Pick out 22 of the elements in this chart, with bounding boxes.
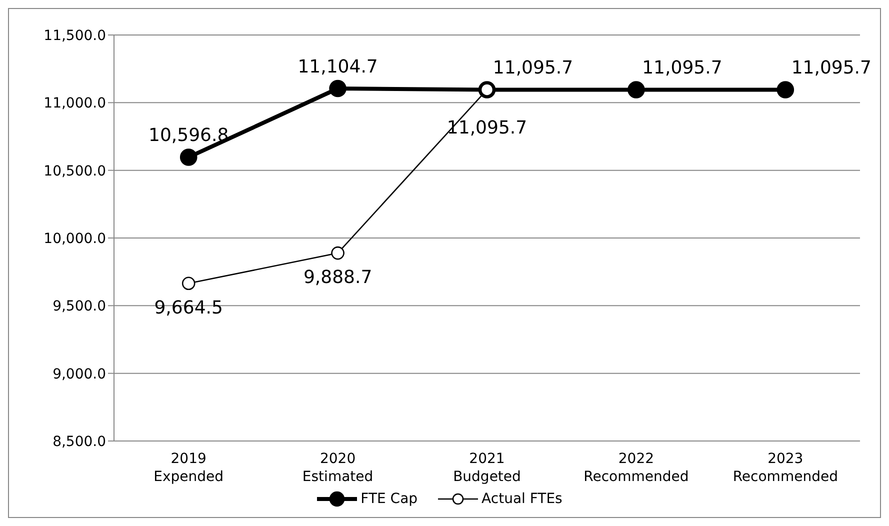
y-tick-label: 11,500.0: [44, 28, 106, 44]
data-label: 9,664.5: [154, 297, 223, 318]
data-label: 9,888.7: [303, 267, 372, 288]
data-label: 11,095.7: [446, 118, 528, 139]
data-label: 11,095.7: [492, 58, 574, 79]
y-tick-label: 9,500.0: [52, 298, 106, 315]
y-tick-label: 8,500.0: [52, 434, 106, 450]
data-label: 11,095.7: [791, 58, 872, 79]
x-tick-label: 2023 Recommended: [732, 451, 838, 485]
y-tick-label: 10,500.0: [44, 163, 106, 180]
data-label: 11,104.7: [298, 56, 378, 78]
legend-label: FTE Cap: [360, 491, 418, 507]
y-tick-label: 11,000.0: [44, 96, 106, 112]
legend-label: Actual FTEs: [482, 491, 562, 507]
data-label: 10,596.8: [148, 125, 229, 146]
data-label: 11,095.7: [642, 58, 722, 79]
x-tick-label: 2022 Recommended: [584, 451, 689, 485]
x-tick-label: 2020 Estimated: [302, 451, 374, 485]
y-tick-label: 10,000.0: [44, 230, 106, 247]
x-tick-label: 2019 Expended: [154, 451, 224, 485]
y-tick-label: 9,000.0: [52, 366, 106, 382]
x-tick-label: 2021 Budgeted: [453, 451, 521, 485]
